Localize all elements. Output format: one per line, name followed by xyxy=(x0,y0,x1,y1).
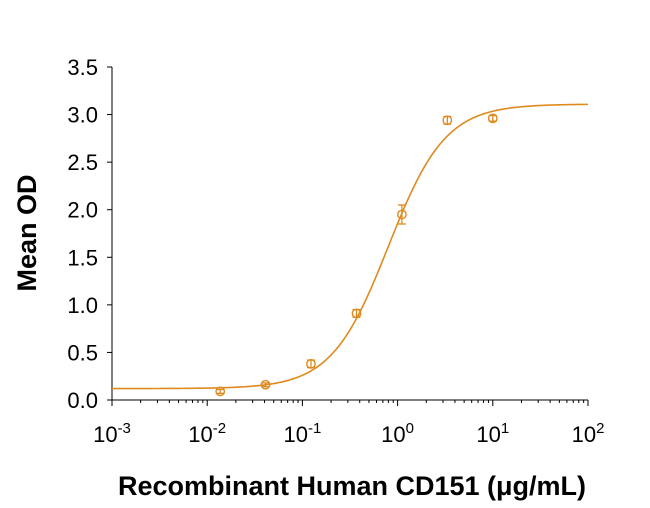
data-point xyxy=(397,204,407,225)
x-tick-base: 10 xyxy=(381,422,405,447)
fit-curve xyxy=(111,103,589,390)
x-tick-base: 10 xyxy=(93,422,117,447)
data-point xyxy=(260,379,271,390)
point-marker xyxy=(351,308,362,319)
x-tick-label: 10-2 xyxy=(188,420,226,447)
y-tick-label: 0.5 xyxy=(67,340,98,365)
y-tick-label: 3.0 xyxy=(67,103,98,128)
point-marker xyxy=(487,113,498,124)
x-tick-labels: 10-3 10-2 10-1 100 101 102 xyxy=(93,420,604,447)
data-point xyxy=(487,113,498,124)
data-point xyxy=(306,358,316,369)
data-point xyxy=(351,308,362,319)
x-tick-exponent: 1 xyxy=(501,420,509,437)
y-tick-label: 1.0 xyxy=(67,293,98,318)
x-tick-label: 101 xyxy=(476,420,509,447)
y-tick-label: 3.5 xyxy=(67,55,98,80)
point-marker xyxy=(306,358,316,369)
y-axis-title: Mean OD xyxy=(12,174,42,291)
x-tick-base: 10 xyxy=(572,422,596,447)
point-marker xyxy=(260,379,271,390)
point-marker xyxy=(397,209,407,220)
y-tick-label: 1.5 xyxy=(67,245,98,270)
x-axis-title: Recombinant Human CD151 (μg/mL) xyxy=(118,471,586,501)
x-tick-exponent: -2 xyxy=(213,420,226,437)
x-tick-label: 10-3 xyxy=(93,420,131,447)
axes xyxy=(107,66,589,406)
x-tick-label: 100 xyxy=(381,420,414,447)
x-tick-base: 10 xyxy=(188,422,212,447)
point-marker xyxy=(215,386,226,397)
x-tick-exponent: 2 xyxy=(596,420,604,437)
y-tick-label: 2.0 xyxy=(67,198,98,223)
data-points xyxy=(215,113,498,397)
point-marker xyxy=(442,115,453,126)
x-tick-label: 10-1 xyxy=(283,420,321,447)
y-tick-labels: 0.0 0.5 1.0 1.5 2.0 2.5 3.0 3.5 xyxy=(67,55,98,413)
data-point xyxy=(442,115,453,126)
x-tick-exponent: -1 xyxy=(308,420,321,437)
x-tick-exponent: -3 xyxy=(118,420,131,437)
x-tick-base: 10 xyxy=(476,422,500,447)
x-tick-label: 102 xyxy=(572,420,605,447)
x-tick-exponent: 0 xyxy=(406,420,414,437)
x-tick-base: 10 xyxy=(283,422,307,447)
y-tick-label: 0.0 xyxy=(67,388,98,413)
data-point xyxy=(215,386,226,397)
y-tick-label: 2.5 xyxy=(67,150,98,175)
